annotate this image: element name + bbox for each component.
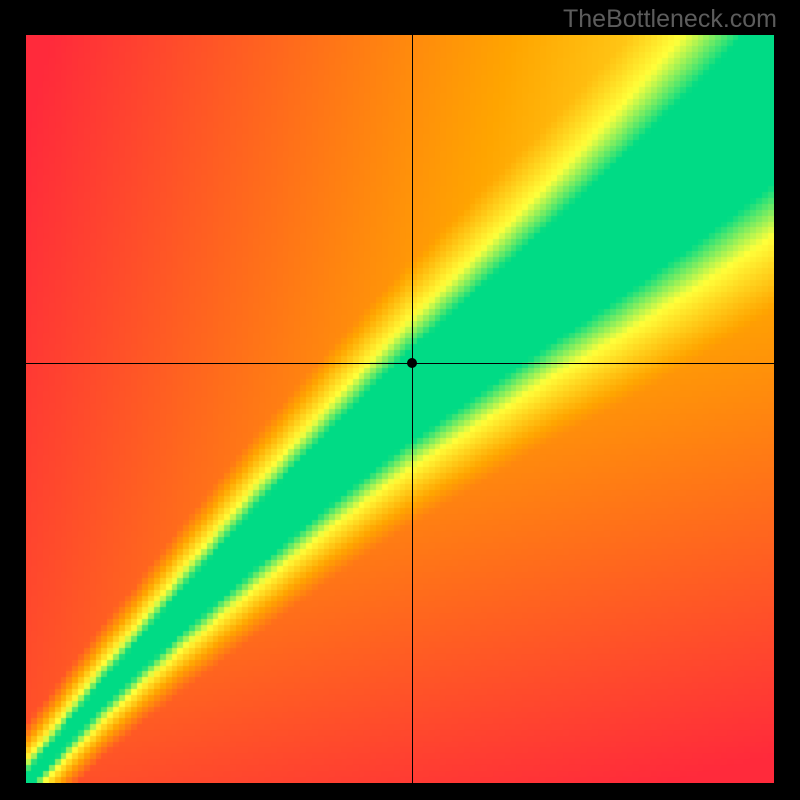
crosshair-vertical xyxy=(412,35,413,783)
selection-marker[interactable] xyxy=(407,358,417,368)
bottleneck-heatmap xyxy=(26,35,774,783)
watermark-label: TheBottleneck.com xyxy=(563,5,777,34)
crosshair-horizontal xyxy=(26,363,774,364)
figure-container: { "figure": { "width_px": 800, "height_p… xyxy=(0,0,800,800)
